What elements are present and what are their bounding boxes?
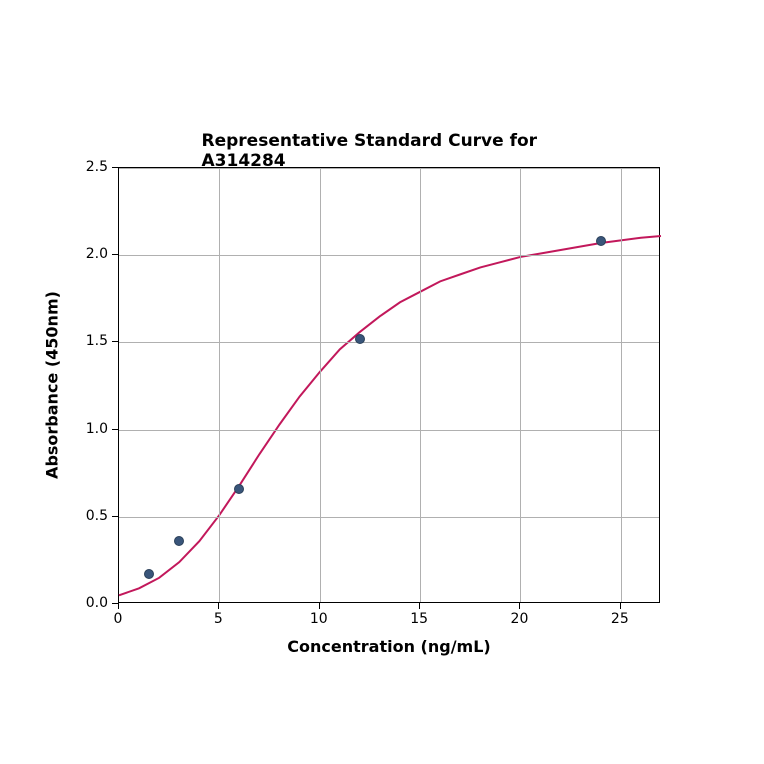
data-point xyxy=(234,484,244,494)
grid-line-horizontal xyxy=(119,255,659,256)
grid-line-vertical xyxy=(621,168,622,602)
data-point xyxy=(144,569,154,579)
y-tick xyxy=(112,429,118,430)
grid-line-vertical xyxy=(420,168,421,602)
x-tick xyxy=(620,603,621,609)
y-tick xyxy=(112,254,118,255)
x-tick xyxy=(218,603,219,609)
data-point xyxy=(355,334,365,344)
x-tick-label: 20 xyxy=(511,611,529,627)
data-point xyxy=(596,236,606,246)
y-tick xyxy=(112,167,118,168)
grid-line-vertical xyxy=(520,168,521,602)
grid-line-vertical xyxy=(219,168,220,602)
y-tick xyxy=(112,603,118,604)
x-tick-label: 5 xyxy=(214,611,223,627)
y-tick-label: 1.5 xyxy=(86,333,108,349)
plot-area xyxy=(118,167,660,603)
data-point xyxy=(174,536,184,546)
y-tick-label: 0.5 xyxy=(86,508,108,524)
chart-container: Representative Standard Curve for A31428… xyxy=(0,0,764,764)
grid-line-horizontal xyxy=(119,517,659,518)
grid-line-horizontal xyxy=(119,342,659,343)
x-tick-label: 25 xyxy=(611,611,629,627)
x-axis-label: Concentration (ng/mL) xyxy=(287,637,490,656)
y-tick-label: 2.5 xyxy=(86,159,108,175)
x-tick-label: 15 xyxy=(410,611,428,627)
curve-line xyxy=(119,168,661,604)
y-tick-label: 1.0 xyxy=(86,421,108,437)
y-tick-label: 2.0 xyxy=(86,246,108,262)
x-tick xyxy=(118,603,119,609)
grid-line-horizontal xyxy=(119,430,659,431)
y-tick-label: 0.0 xyxy=(86,595,108,611)
x-tick xyxy=(419,603,420,609)
y-tick xyxy=(112,341,118,342)
grid-line-vertical xyxy=(320,168,321,602)
chart-title: Representative Standard Curve for A31428… xyxy=(202,131,577,171)
x-tick-label: 0 xyxy=(114,611,123,627)
y-tick xyxy=(112,516,118,517)
x-tick-label: 10 xyxy=(310,611,328,627)
x-tick xyxy=(319,603,320,609)
x-tick xyxy=(519,603,520,609)
y-axis-label: Absorbance (450nm) xyxy=(43,291,62,479)
